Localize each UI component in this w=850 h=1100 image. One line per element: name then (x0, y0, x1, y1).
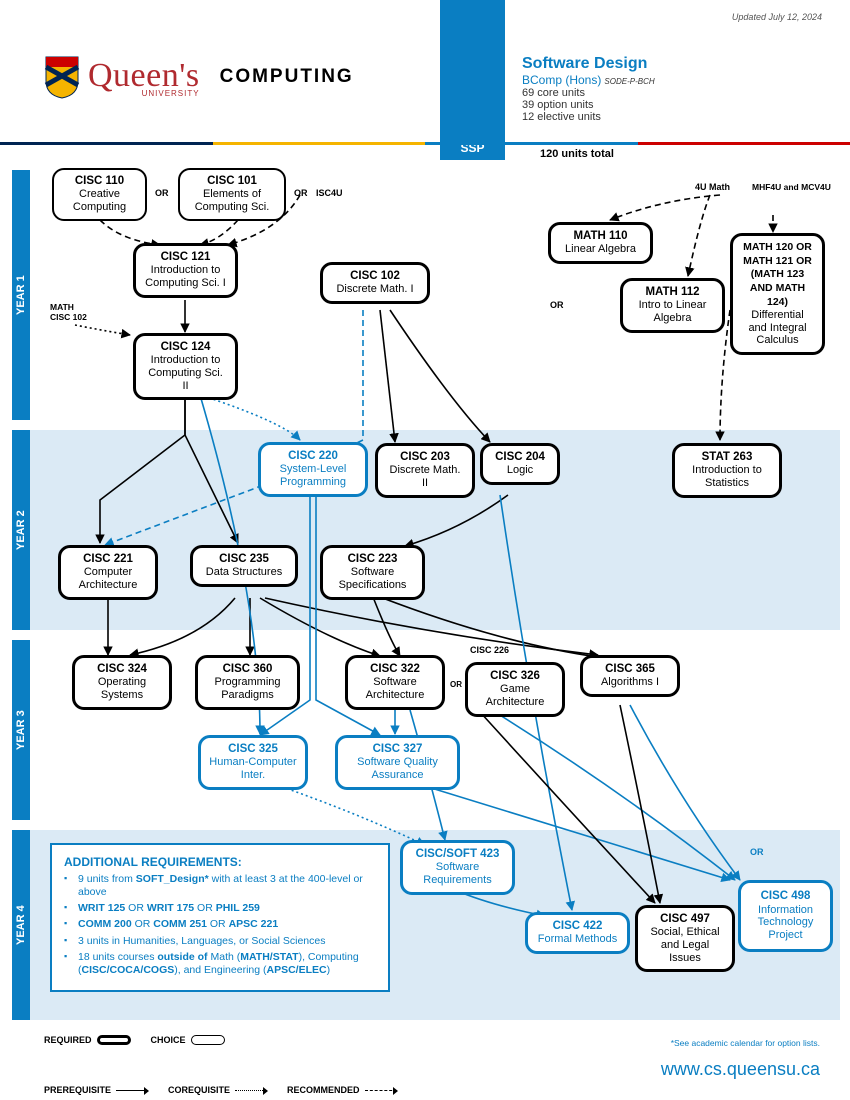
program-code: SODE-P-BCH (604, 77, 654, 86)
node-cisc422: CISC 422Formal Methods (525, 912, 630, 954)
url[interactable]: www.cs.queensu.ca (661, 1059, 820, 1080)
cisc226-label: CISC 226 (470, 645, 509, 655)
or-label-2: OR (294, 188, 308, 198)
or-label-4: OR (450, 680, 462, 689)
node-cisc235: CISC 235Data Structures (190, 545, 298, 587)
elective-units: 12 elective units (522, 111, 655, 123)
isc4u-label: ISC4U (316, 188, 343, 198)
legend-coreq-icon (235, 1090, 267, 1091)
node-cisc423: CISC/SOFT 423Software Requirements (400, 840, 515, 895)
or-label: OR (155, 188, 169, 198)
coreq-math-102: MATH CISC 102 (50, 302, 87, 322)
logo-dept: COMPUTING (220, 66, 354, 88)
year4-label: YEAR 4 (12, 830, 30, 1020)
node-cisc360: CISC 360Programming Paradigms (195, 655, 300, 710)
node-cisc121: CISC 121Introduction to Computing Sci. I (133, 243, 238, 298)
option-units: 39 option units (522, 99, 655, 111)
header: Queen's UNIVERSITY COMPUTING (44, 55, 354, 99)
4u-math: 4U Math (695, 182, 730, 192)
legend: REQUIRED CHOICE PREREQUISITE COREQUISITE… (44, 1035, 464, 1095)
node-cisc221: CISC 221Computer Architecture (58, 545, 158, 600)
legend-prereq-icon (116, 1090, 148, 1091)
legend-required-icon (97, 1035, 131, 1045)
additional-heading: ADDITIONAL REQUIREMENTS: (64, 855, 376, 869)
node-cisc498: CISC 498Information Technology Project (738, 880, 833, 952)
additional-item: WRIT 125 OR WRIT 175 OR PHIL 259 (64, 902, 376, 915)
legend-recommended-icon (365, 1090, 397, 1091)
node-cisc497: CISC 497Social, Ethical and Legal Issues (635, 905, 735, 972)
additional-requirements: ADDITIONAL REQUIREMENTS: 9 units from SO… (50, 843, 390, 992)
footnote: *See academic calendar for option lists. (671, 1038, 820, 1048)
core-units: 69 core units (522, 87, 655, 99)
node-calculus: MATH 120 OR MATH 121 OR (MATH 123 AND MA… (730, 233, 825, 355)
node-cisc102: CISC 102Discrete Math. I (320, 262, 430, 304)
node-cisc101: CISC 101Elements of Computing Sci. (178, 168, 286, 221)
ssp-banner: SSP (440, 0, 505, 160)
node-cisc365: CISC 365Algorithms I (580, 655, 680, 697)
legend-choice-icon (191, 1035, 225, 1045)
or-label-5: OR (750, 847, 764, 857)
node-cisc220: CISC 220System-Level Programming (258, 442, 368, 497)
program-title: Software Design (522, 55, 655, 73)
node-math110: MATH 110Linear Algebra (548, 222, 653, 264)
node-cisc327: CISC 327Software Quality Assurance (335, 735, 460, 790)
additional-item: 18 units courses outside of Math (MATH/S… (64, 951, 376, 977)
node-cisc124: CISC 124Introduction to Computing Sci. I… (133, 333, 238, 400)
queens-shield-icon (44, 55, 80, 99)
additional-item: COMM 200 OR COMM 251 OR APSC 221 (64, 918, 376, 931)
units-total: 120 units total (540, 148, 614, 160)
additional-item: 9 units from SOFT_Design* with at least … (64, 873, 376, 899)
or-label-3: OR (550, 300, 564, 310)
node-cisc325: CISC 325Human-Computer Inter. (198, 735, 308, 790)
program-info: Software Design BComp (Hons) SODE-P-BCH … (522, 55, 655, 123)
node-cisc324: CISC 324Operating Systems (72, 655, 172, 710)
updated-date: Updated July 12, 2024 (732, 12, 822, 22)
node-cisc204: CISC 204Logic (480, 443, 560, 485)
year2-label: YEAR 2 (12, 430, 30, 630)
additional-item: 3 units in Humanities, Languages, or Soc… (64, 935, 376, 948)
node-stat263: STAT 263Introduction to Statistics (672, 443, 782, 498)
node-cisc322: CISC 322Software Architecture (345, 655, 445, 710)
program-degree: BComp (Hons) (522, 73, 601, 87)
divider-rule (0, 142, 850, 145)
node-cisc223: CISC 223Software Specifications (320, 545, 425, 600)
node-math112: MATH 112Intro to Linear Algebra (620, 278, 725, 333)
node-cisc110: CISC 110Creative Computing (52, 168, 147, 221)
year3-label: YEAR 3 (12, 640, 30, 820)
node-cisc203: CISC 203Discrete Math. II (375, 443, 475, 498)
node-cisc326: CISC 326Game Architecture (465, 662, 565, 717)
mhf-mcv: MHF4U and MCV4U (752, 182, 831, 192)
year1-label: YEAR 1 (12, 170, 30, 420)
